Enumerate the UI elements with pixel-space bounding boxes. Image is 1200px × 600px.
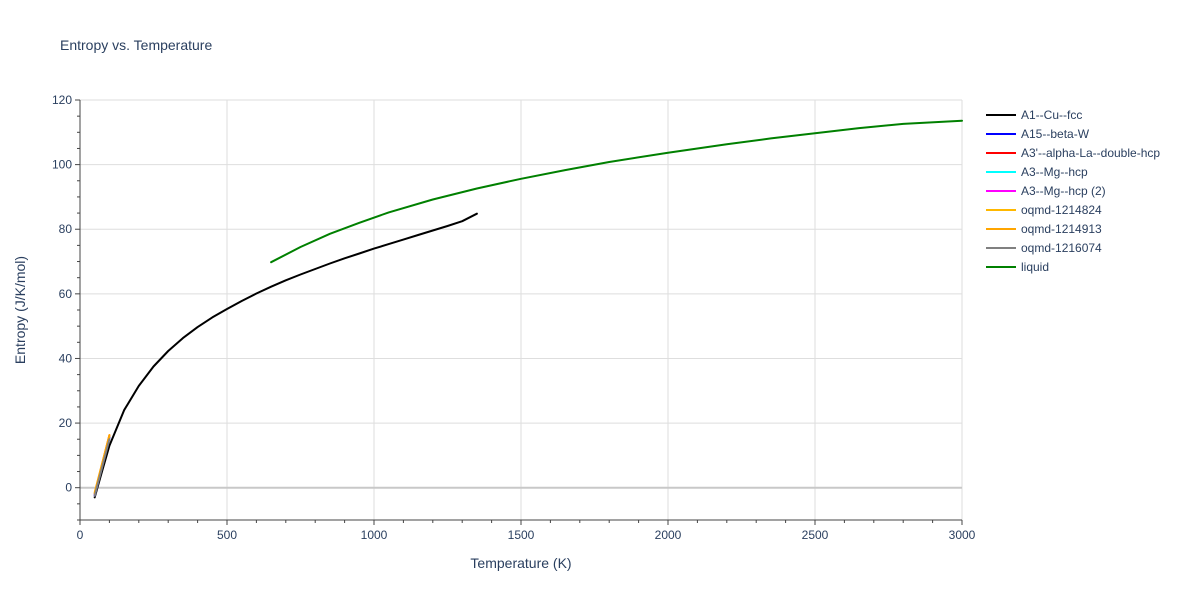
y-tick-label: 120 [52, 93, 72, 107]
legend-label: oqmd-1216074 [1021, 241, 1102, 255]
legend-item[interactable]: liquid [986, 260, 1049, 274]
legend-item[interactable]: A15--beta-W [986, 127, 1090, 141]
x-tick-label: 2000 [655, 528, 682, 542]
legend-item[interactable]: oqmd-1214913 [986, 222, 1102, 236]
legend-label: A3'--alpha-La--double-hcp [1021, 146, 1160, 160]
x-axis-title: Temperature (K) [470, 555, 571, 571]
series-line-7 [93, 438, 111, 497]
chart-title: Entropy vs. Temperature [60, 37, 212, 53]
y-tick-label: 20 [59, 416, 73, 430]
legend-label: A1--Cu--fcc [1021, 108, 1082, 122]
grid-layer [80, 99, 963, 520]
legend-label: A3--Mg--hcp [1021, 165, 1088, 179]
legend-label: liquid [1021, 260, 1049, 274]
legend-label: oqmd-1214913 [1021, 222, 1102, 236]
series-line-0 [93, 212, 478, 499]
legend-label: A15--beta-W [1021, 127, 1090, 141]
y-tick-label: 80 [59, 222, 73, 236]
y-tick-label: 100 [52, 158, 72, 172]
legend-item[interactable]: A3--Mg--hcp [986, 165, 1088, 179]
legend-item[interactable]: oqmd-1216074 [986, 241, 1102, 255]
x-tick-label: 3000 [949, 528, 976, 542]
x-tick-label: 2500 [802, 528, 829, 542]
legend-label: oqmd-1214824 [1021, 203, 1102, 217]
y-tick-label: 60 [59, 287, 73, 301]
legend-item[interactable]: A1--Cu--fcc [986, 108, 1082, 122]
series-layer [93, 119, 963, 499]
axes-layer: 0 500 1000 1500 2000 2500 3000 0 20 40 60 80 100 120 [52, 93, 976, 542]
y-axis-title: Entropy (J/K/mol) [12, 256, 28, 364]
x-tick-label: 500 [217, 528, 237, 542]
legend-item[interactable]: oqmd-1214824 [986, 203, 1102, 217]
y-tick-label: 0 [65, 481, 72, 495]
y-tick-label: 40 [59, 351, 73, 365]
x-tick-label: 1500 [508, 528, 535, 542]
legend-item[interactable]: A3--Mg--hcp (2) [986, 184, 1106, 198]
legend-item[interactable]: A3'--alpha-La--double-hcp [986, 146, 1160, 160]
legend[interactable]: A1--Cu--fcc A15--beta-W A3'--alpha-La--dou… [986, 108, 1160, 274]
x-tick-label: 1000 [361, 528, 388, 542]
series-line-8 [270, 119, 963, 264]
legend-label: A3--Mg--hcp (2) [1021, 184, 1106, 198]
x-tick-label: 0 [77, 528, 84, 542]
